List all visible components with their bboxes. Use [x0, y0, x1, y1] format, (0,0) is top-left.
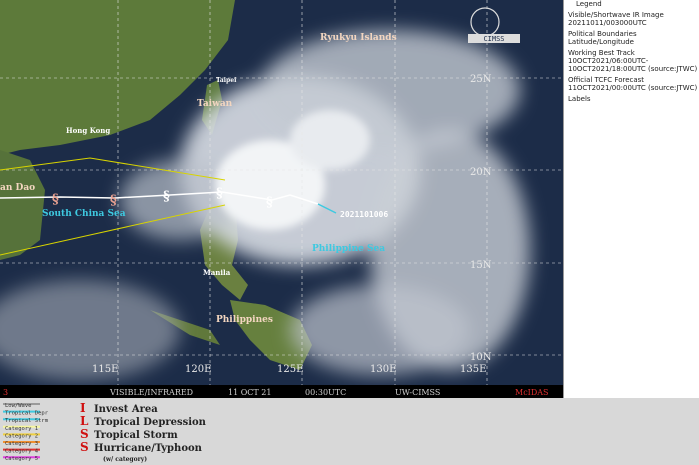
place-label: Taiwan: [197, 99, 233, 109]
lon-label: 115E: [92, 364, 118, 375]
symbol-glyph: S: [80, 440, 89, 454]
legend-line: Legend: [576, 0, 602, 8]
track-type-label: Category 1: [5, 426, 38, 432]
place-label: an Dao: [0, 183, 35, 193]
symbol-label: Hurricane/Typhoon: [94, 443, 203, 454]
image-type: VISIBLE/INFRARED: [109, 388, 193, 397]
legend-line: Political Boundaries: [568, 30, 637, 38]
side-legend: Legend Visible/Shortwave IR Image 20211011…: [563, 0, 699, 398]
symbol-label: Tropical Storm: [94, 430, 178, 441]
philippines-land: [230, 300, 312, 370]
place-label: Manila: [203, 268, 231, 277]
lat-label: 10N: [470, 352, 492, 363]
legend-line: Visible/Shortwave IR Image: [568, 11, 664, 19]
typhoon-symbol: §: [266, 195, 273, 210]
cloud: [290, 110, 370, 170]
lat-label: 20N: [470, 167, 492, 178]
logo-bar: [468, 34, 520, 43]
lat-label: 25N: [470, 74, 492, 85]
place-label: Taipei: [216, 77, 237, 84]
typhoon-symbol: §: [216, 186, 223, 201]
track-type-label: Category 5: [5, 456, 38, 462]
symbol-glyph: S: [80, 427, 89, 441]
forecast-cone: [0, 157, 226, 256]
symbol-note: (w/ category): [103, 456, 147, 463]
china-land: [0, 0, 235, 155]
image-date: 11 OCT 21: [228, 388, 271, 397]
status-text: 3 VISIBLE/INFRARED 11 OCT 21 00:30UTC UW…: [3, 388, 549, 397]
frame-number: 3: [3, 388, 8, 397]
best-track: [317, 203, 337, 214]
satellite-map: § § § § § Ryukyu Islands Taipei Taiwan H…: [0, 0, 563, 398]
typhoon-symbol: §: [163, 189, 170, 204]
legend-line: 10OCT2021/18:00UTC (source:JTWC): [568, 65, 698, 73]
place-label: Philippine Sea: [312, 244, 385, 254]
track-type-label: Category 2: [5, 433, 38, 439]
cloud: [215, 140, 325, 230]
track-time-label: 2021101006: [340, 210, 388, 219]
cloud-core: [215, 110, 370, 230]
logo-text: CIMSS: [483, 35, 504, 43]
track-type-label: Low/Wave: [5, 403, 32, 409]
legend-line: 11OCT2021/00:00UTC (source:JTWC): [568, 84, 698, 92]
cone-edge: [0, 204, 226, 256]
place-label: Hong Kong: [66, 126, 110, 135]
cloud: [290, 285, 470, 375]
lon-label: 130E: [370, 364, 396, 375]
vietnam-land: [0, 150, 45, 260]
legend-line: Official TCFC Forecast: [568, 76, 645, 84]
place-label: Philippines: [216, 315, 273, 325]
coordinate-labels: 25N 20N 15N 10N 115E 120E 125E 130E 135E: [92, 74, 492, 375]
track-type-label: Tropical Strm: [5, 418, 49, 424]
lon-label: 135E: [460, 364, 486, 375]
legend-line: Labels: [568, 95, 591, 103]
software-name: McIDAS: [515, 388, 549, 397]
lat-label: 15N: [470, 260, 492, 271]
track-symbols: § § § § §: [52, 186, 273, 210]
image-source: UW-CIMSS: [395, 388, 440, 397]
symbol-glyph: I: [80, 401, 86, 415]
track-type-label: Tropical Depr: [5, 411, 49, 417]
image-time: 00:30UTC: [305, 388, 346, 397]
symbol-label: Invest Area: [94, 404, 158, 415]
status-bar: [0, 385, 563, 398]
symbol-glyph: L: [80, 414, 89, 428]
legend-line: Working Best Track: [568, 49, 635, 57]
place-label: Ryukyu Islands: [320, 33, 397, 43]
place-label: South China Sea: [42, 209, 126, 219]
lat-lon-grid: [0, 0, 563, 385]
track-type-label: Category 3: [5, 441, 38, 447]
cimss-logo: CIMSS: [468, 7, 520, 43]
typhoon-symbol: §: [110, 193, 117, 208]
place-labels: Ryukyu Islands Taipei Taiwan Hong Kong a…: [0, 33, 397, 325]
track-type-label: Category 4: [5, 449, 39, 455]
legend-line: 20211011/003000UTC: [568, 19, 647, 27]
typhoon-symbol: §: [52, 192, 59, 207]
lon-label: 120E: [185, 364, 211, 375]
legend-line: 10OCT2021/06:00UTC-: [568, 57, 649, 65]
lon-label: 125E: [277, 364, 303, 375]
cone-edge: [0, 157, 226, 181]
storm-track: [0, 191, 319, 205]
legend-line: Latitude/Longitude: [568, 38, 634, 46]
symbol-label: Tropical Depression: [94, 417, 207, 428]
